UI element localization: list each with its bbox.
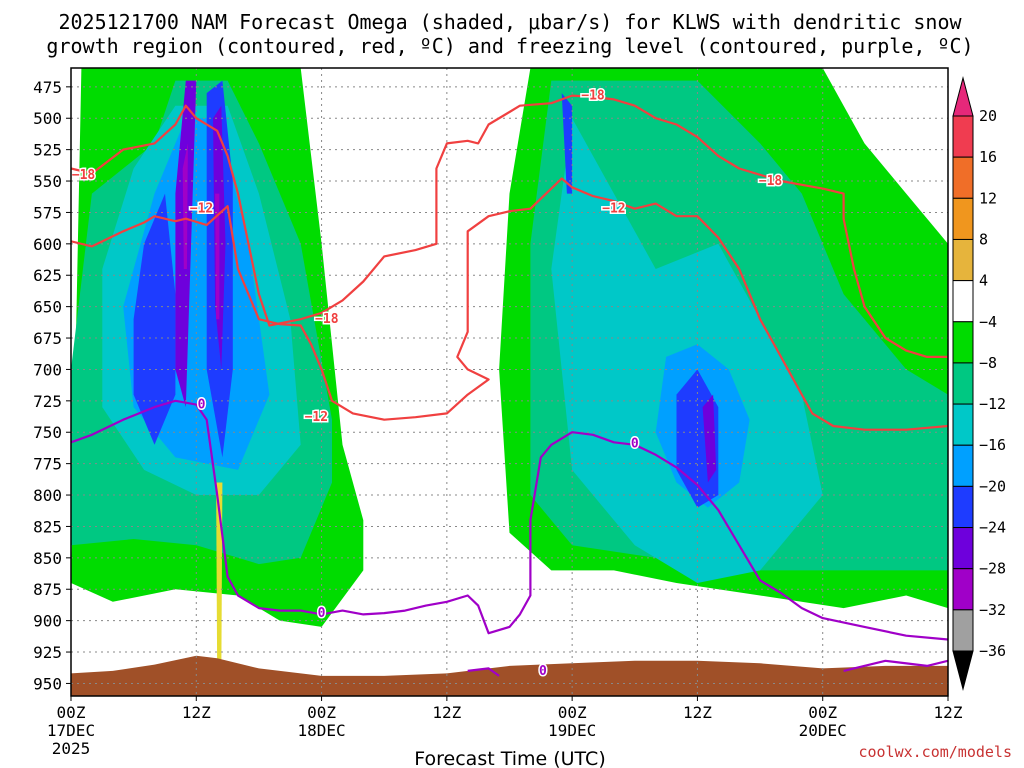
colorbar-swatch-6 [952, 362, 974, 405]
colorbar-label-7: −12 [979, 395, 1006, 413]
colorbar-swatch-12 [952, 609, 974, 652]
contour-line-1 [71, 177, 948, 431]
y-tick-600: 600 [33, 235, 62, 254]
contour-label-2-3: 0 [631, 437, 639, 452]
contour-label-0-1: −18 [315, 312, 339, 327]
y-tick-875: 875 [33, 580, 62, 599]
colorbar-swatch-5 [952, 321, 974, 364]
contour-line-0 [71, 94, 948, 358]
y-tick-525: 525 [33, 141, 62, 160]
x-date-2: 18DEC [297, 721, 345, 740]
y-tick-675: 675 [33, 329, 62, 348]
y-tick-500: 500 [33, 109, 62, 128]
y-tick-700: 700 [33, 360, 62, 379]
x-axis-label: Forecast Time (UTC) [414, 748, 605, 768]
pressure-axis: 475 500 525 550 575 600 625 650 675 700 725 750 775 8… [33, 78, 71, 693]
colorbar-swatch-10 [952, 527, 974, 570]
colorbar-label-9: −20 [979, 477, 1006, 495]
contour-label-0-3: −18 [759, 174, 783, 189]
contour-label-2-2: 0 [539, 664, 547, 679]
plot-frame [70, 67, 949, 697]
x-date-6: 20DEC [799, 721, 847, 740]
x-date-4: 19DEC [548, 721, 596, 740]
y-tick-950: 950 [33, 674, 62, 693]
colorbar-label-13: −36 [979, 642, 1006, 660]
omega-region-5 [133, 193, 176, 445]
terrain-area [71, 655, 948, 696]
colorbar-swatch-7 [952, 403, 974, 446]
y-tick-800: 800 [33, 486, 62, 505]
colorbar-label-5: −4 [979, 313, 997, 331]
x-date-0: 17DEC [47, 721, 95, 740]
credit-link[interactable]: coolwx.com/models [858, 743, 1012, 761]
colorbar-swatch-1 [952, 156, 974, 199]
x-tick-6: 00Z [808, 703, 837, 722]
x-tick-3: 12Z [432, 703, 461, 722]
omega-region-9 [182, 143, 188, 269]
temperature-contours [71, 94, 948, 677]
y-tick-900: 900 [33, 612, 62, 631]
contour-label-1-0: −12 [190, 202, 213, 217]
contour-labels: −18 −18 −18 −18 −12 −12 −12 0 0 0 0 [70, 87, 784, 680]
y-tick-625: 625 [33, 266, 62, 285]
colorbar-label-1: 16 [979, 148, 997, 166]
y-tick-575: 575 [33, 203, 62, 222]
colorbar-swatch-11 [952, 568, 974, 611]
contour-label-1-1: −12 [305, 410, 328, 425]
y-tick-850: 850 [33, 549, 62, 568]
terrain-fill [71, 655, 948, 696]
contour-label-2-0: 0 [198, 398, 206, 413]
y-tick-925: 925 [33, 643, 62, 662]
y-tick-725: 725 [33, 392, 62, 411]
y-tick-775: 775 [33, 455, 62, 474]
colorbar-label-0: 20 [979, 107, 997, 125]
y-tick-650: 650 [33, 298, 62, 317]
gridlines [71, 68, 948, 696]
y-tick-750: 750 [33, 423, 62, 442]
contour-label-2-1: 0 [318, 606, 326, 621]
contour-line-4 [843, 659, 948, 672]
contour-label-1-2: −12 [602, 202, 625, 217]
omega-colorbar: 20 16 12 8 4 −4 −8 −12 −16 −20 −24 −28 −32 −36 [952, 76, 1006, 691]
colorbar-label-2: 12 [979, 189, 997, 207]
y-tick-825: 825 [33, 517, 62, 536]
colorbar-label-6: −8 [979, 354, 997, 372]
colorbar-label-11: −28 [979, 560, 1006, 578]
x-tick-5: 12Z [683, 703, 712, 722]
colorbar-top-arrow [952, 76, 974, 117]
chart-title: 2025121700 NAM Forecast Omega (shaded, μ… [46, 10, 973, 58]
contour-label-0-2: −18 [581, 89, 605, 104]
omega-region-10 [215, 193, 220, 320]
colorbar-swatch-0 [952, 115, 974, 158]
colorbar-swatch-9 [952, 485, 974, 529]
colorbar-label-4: 4 [979, 272, 988, 290]
colorbar-label-3: 8 [979, 230, 988, 248]
y-tick-475: 475 [33, 78, 62, 97]
y-tick-550: 550 [33, 172, 62, 191]
colorbar-label-12: −32 [979, 601, 1006, 619]
x-tick-4: 00Z [558, 703, 587, 722]
colorbar-label-8: −16 [979, 436, 1006, 454]
chart-title-line-1: 2025121700 NAM Forecast Omega (shaded, μ… [58, 10, 962, 34]
contour-label-0-0: −18 [72, 168, 96, 183]
x-tick-7: 12Z [934, 703, 963, 722]
colorbar-swatch-8 [952, 444, 974, 487]
omega-shading [71, 68, 948, 684]
x-tick-0: 00Z [57, 703, 86, 722]
x-tick-1: 12Z [182, 703, 211, 722]
omega-region-19 [702, 394, 717, 483]
contour-line-3 [467, 667, 500, 677]
x-year-0: 2025 [52, 739, 91, 758]
chart-title-line-2: growth region (contoured, red, ºC) and f… [46, 34, 973, 58]
x-tick-2: 00Z [307, 703, 336, 722]
contour-line-2 [71, 399, 948, 641]
colorbar-label-10: −24 [979, 519, 1006, 537]
colorbar-swatch-3 [952, 238, 974, 282]
colorbar-swatch-2 [952, 197, 974, 240]
colorbar-bottom-arrow [952, 650, 974, 691]
colorbar-swatch-4 [952, 280, 974, 323]
